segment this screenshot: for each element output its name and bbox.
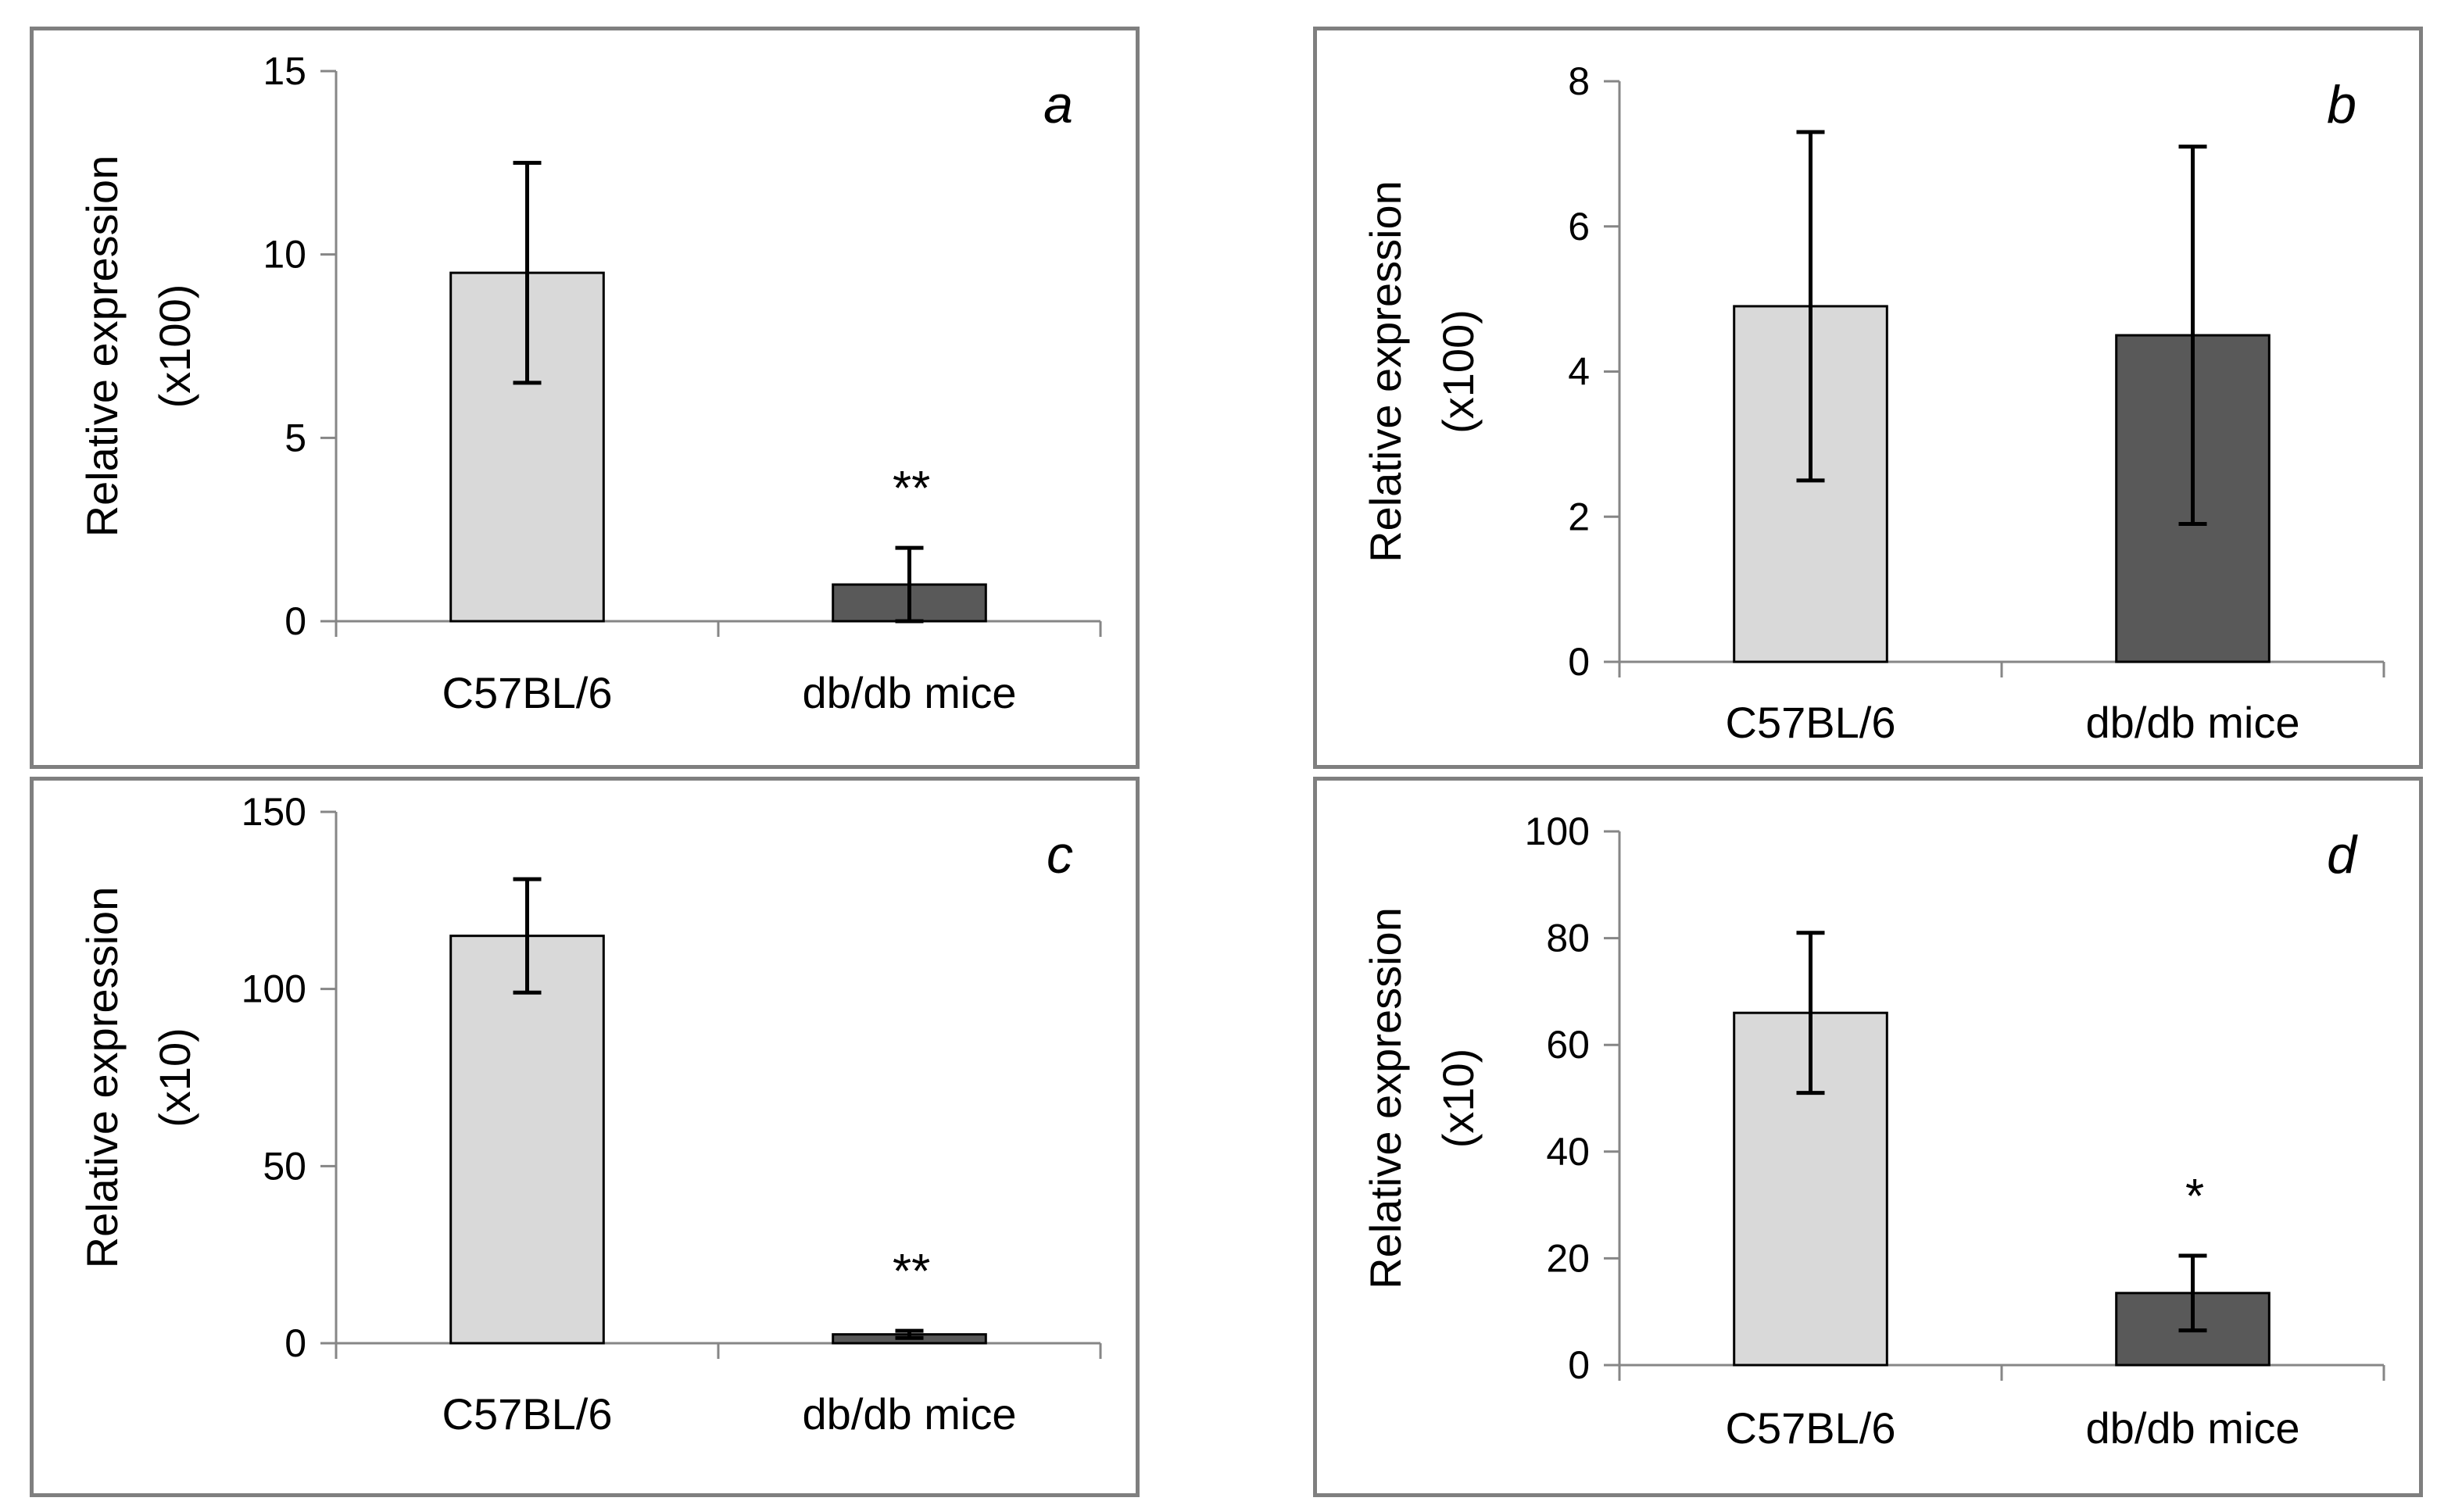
y-tick-label: 100 <box>1525 810 1590 853</box>
chart-svg-d: 0 20 40 60 80 100 C57BL/6 * db/db mice Relative e… <box>1361 810 2385 1453</box>
bar-c57bl6 <box>449 935 605 1345</box>
y-tick-label: 15 <box>263 49 306 93</box>
y-tick-label: 100 <box>242 967 306 1011</box>
panel-letter: d <box>2327 825 2358 885</box>
y-axis-unit: (x100) <box>150 284 199 409</box>
category-label: C57BL/6 <box>1726 1403 1896 1453</box>
category-label: C57BL/6 <box>442 1389 613 1439</box>
chart-svg-a: 0 5 10 15 C57BL/6 ** db/db mice Relative expres… <box>77 49 1102 717</box>
y-tick-label: 150 <box>242 790 306 834</box>
y-tick-label: 0 <box>1568 1343 1590 1387</box>
y-axis-unit: (x100) <box>1433 309 1483 434</box>
y-tick-label: 0 <box>284 1321 306 1365</box>
y-tick-label: 5 <box>284 416 306 459</box>
significance-marker: * <box>2183 1170 2203 1224</box>
category-label: db/db mice <box>803 668 1017 717</box>
category-label: db/db mice <box>803 1389 1017 1439</box>
y-tick-label: 4 <box>1568 350 1590 394</box>
category-label: db/db mice <box>2086 1403 2300 1453</box>
y-axis-title: Relative expression <box>77 155 127 538</box>
y-tick-label: 8 <box>1568 59 1590 103</box>
chart-panel-d: 0 20 40 60 80 100 C57BL/6 * db/db mice Relative e… <box>1313 777 2423 1497</box>
panel-letter: a <box>1043 75 1073 134</box>
chart-panel-b: 0 2 4 6 8 C57BL/6 db/db mice Relative expressio… <box>1313 27 2423 769</box>
panel-letter: b <box>2327 75 2356 134</box>
chart-svg-c: 0 50 100 150 C57BL/6 ** db/db mice Relative exp… <box>77 790 1102 1439</box>
category-label: C57BL/6 <box>1726 698 1896 747</box>
y-tick-label: 6 <box>1568 205 1590 248</box>
y-tick-label: 2 <box>1568 495 1590 538</box>
y-tick-label: 40 <box>1546 1130 1590 1174</box>
y-axis-unit: (x10) <box>1433 1049 1483 1149</box>
y-tick-label: 0 <box>1568 640 1590 684</box>
significance-marker: ** <box>890 462 929 516</box>
panel-letter: c <box>1047 825 1073 885</box>
y-tick-label: 80 <box>1546 917 1590 960</box>
significance-marker: ** <box>890 1245 929 1299</box>
chart-panel-c: 0 50 100 150 C57BL/6 ** db/db mice Relative exp… <box>30 777 1140 1497</box>
y-axis-title: Relative expression <box>1361 907 1410 1289</box>
chart-svg-b: 0 2 4 6 8 C57BL/6 db/db mice Relative expressio… <box>1361 59 2385 747</box>
y-tick-label: 60 <box>1546 1023 1590 1067</box>
category-label: C57BL/6 <box>442 668 613 717</box>
chart-panel-a: 0 5 10 15 C57BL/6 ** db/db mice Relative expres… <box>30 27 1140 769</box>
y-axis-unit: (x10) <box>150 1028 199 1128</box>
category-label: db/db mice <box>2086 698 2300 747</box>
y-tick-label: 50 <box>263 1144 306 1188</box>
y-axis-title: Relative expression <box>77 887 127 1269</box>
y-tick-label: 0 <box>284 599 306 643</box>
y-tick-label: 10 <box>263 233 306 277</box>
y-tick-label: 20 <box>1546 1236 1590 1280</box>
y-axis-title: Relative expression <box>1361 181 1410 563</box>
